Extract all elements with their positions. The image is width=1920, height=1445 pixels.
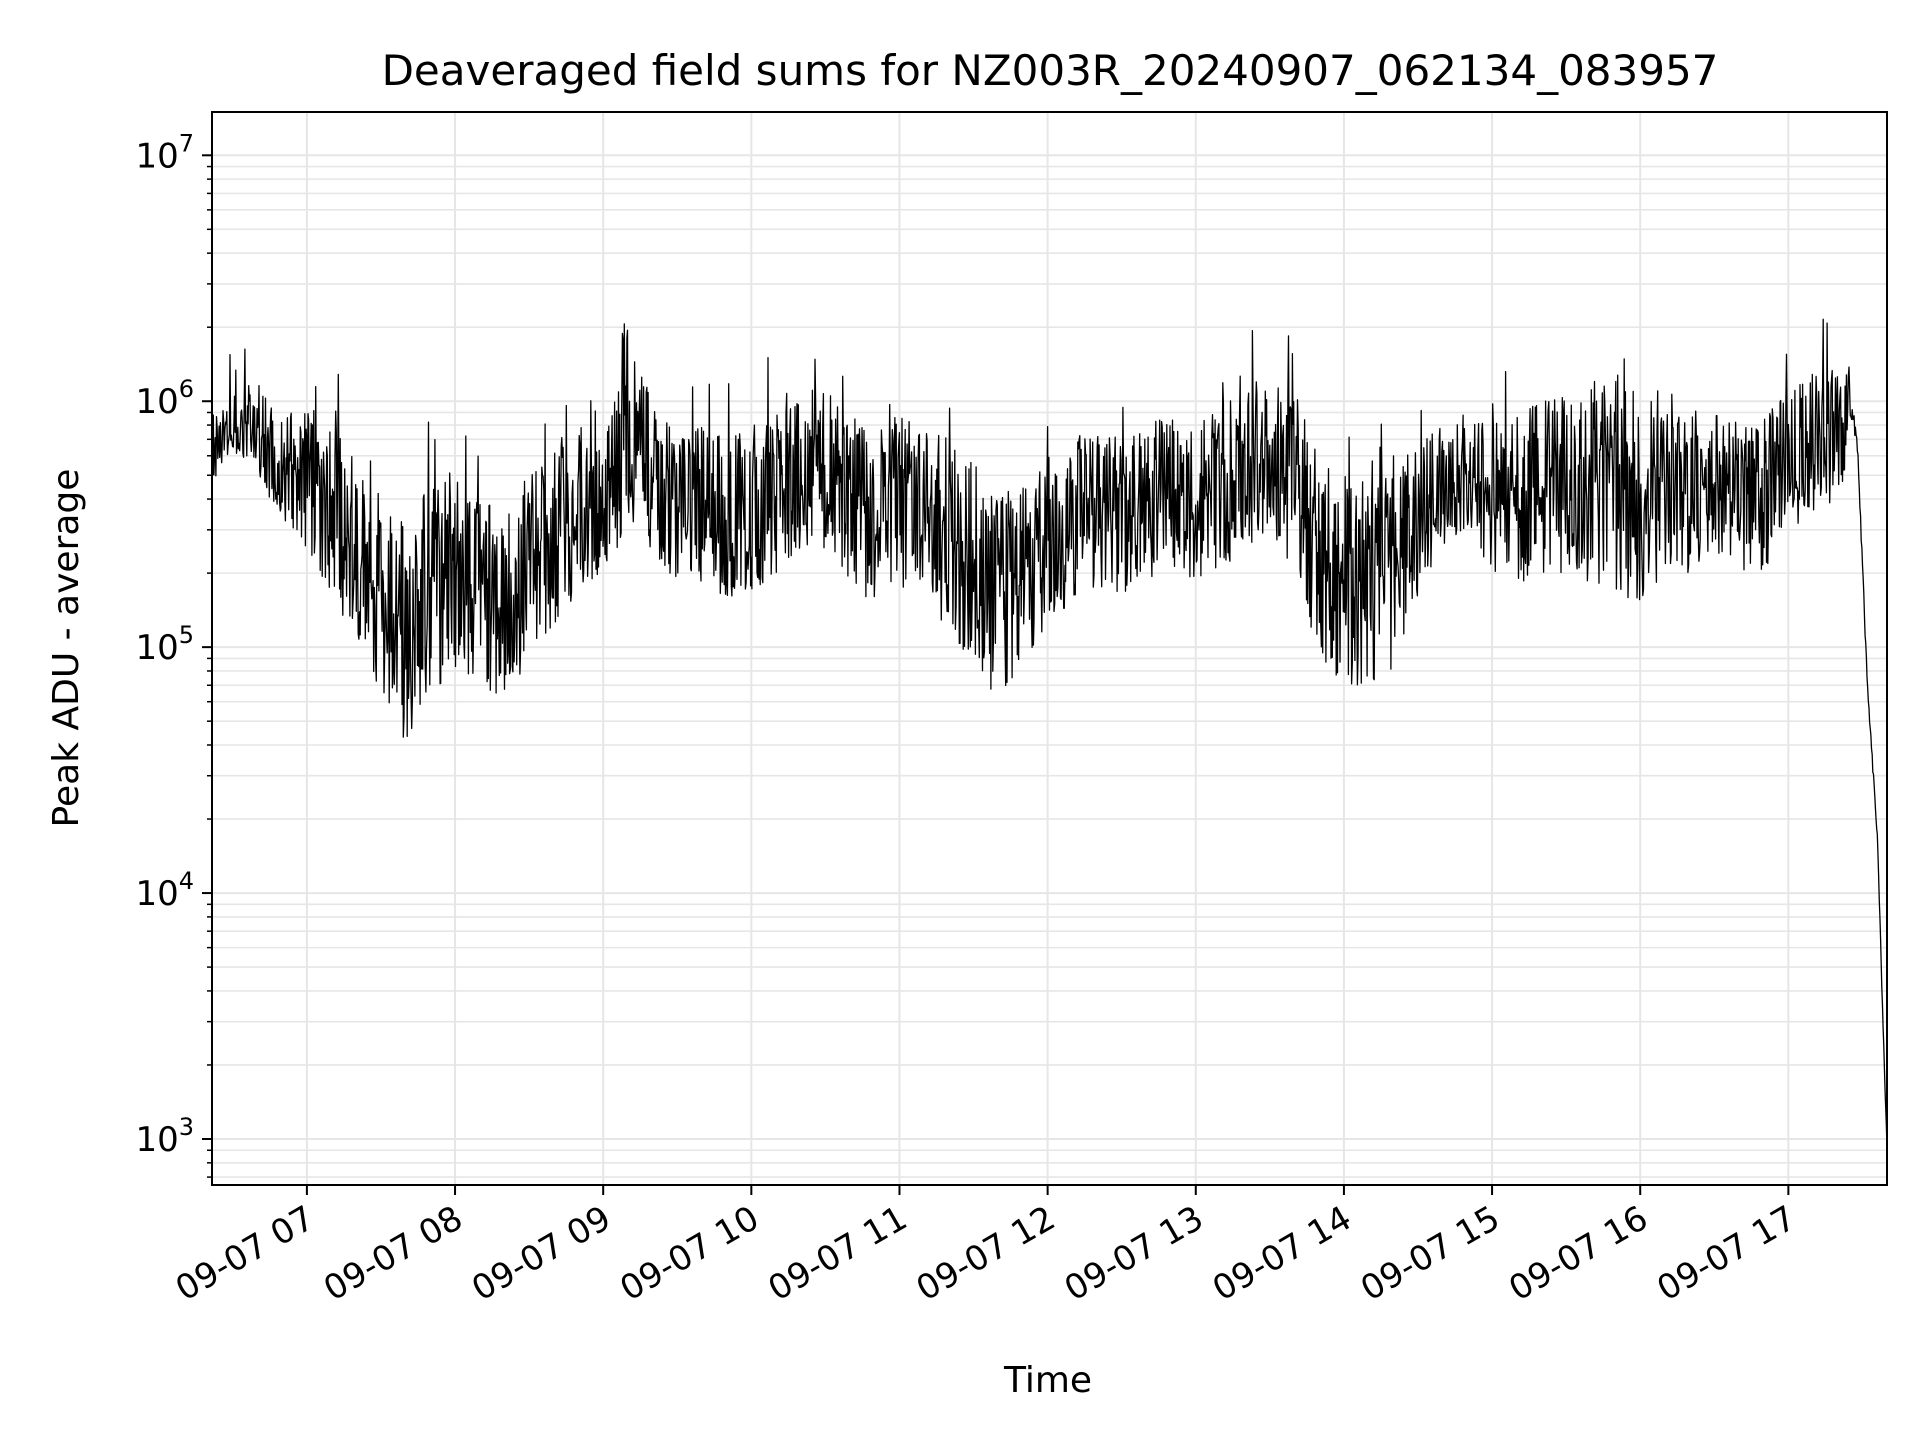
y-tick-label: 105 [135, 621, 194, 668]
plot-frame [211, 111, 1888, 1186]
y-tick-label: 106 [135, 375, 194, 422]
x-axis-label: Time [1003, 1360, 1092, 1401]
x-tick-label: 09-07 14 [1206, 1198, 1358, 1309]
x-tick-label: 09-07 12 [910, 1198, 1062, 1309]
x-tick-label: 09-07 17 [1650, 1198, 1802, 1309]
grid [212, 112, 1887, 1185]
x-tick-label: 09-07 11 [762, 1198, 914, 1309]
series-line [211, 318, 1888, 1150]
y-axis: 103 104 105 106 107 [135, 129, 212, 1178]
x-tick-label: 09-07 16 [1502, 1198, 1654, 1309]
y-axis-label: Peak ADU - average [46, 469, 87, 828]
x-tick-label: 09-07 13 [1058, 1198, 1210, 1309]
y-tick-label: 103 [135, 1113, 194, 1160]
x-tick-label: 09-07 10 [613, 1198, 765, 1309]
y-tick-label: 104 [135, 867, 194, 914]
y-tick-label: 107 [135, 129, 194, 176]
x-tick-label: 09-07 15 [1354, 1198, 1506, 1309]
chart-title: Deaveraged field sums for NZ003R_2024090… [382, 46, 1719, 95]
x-tick-label: 09-07 08 [317, 1198, 469, 1309]
x-tick-label: 09-07 09 [465, 1198, 617, 1309]
data-series [211, 318, 1888, 1150]
x-tick-label: 09-07 07 [169, 1198, 321, 1309]
